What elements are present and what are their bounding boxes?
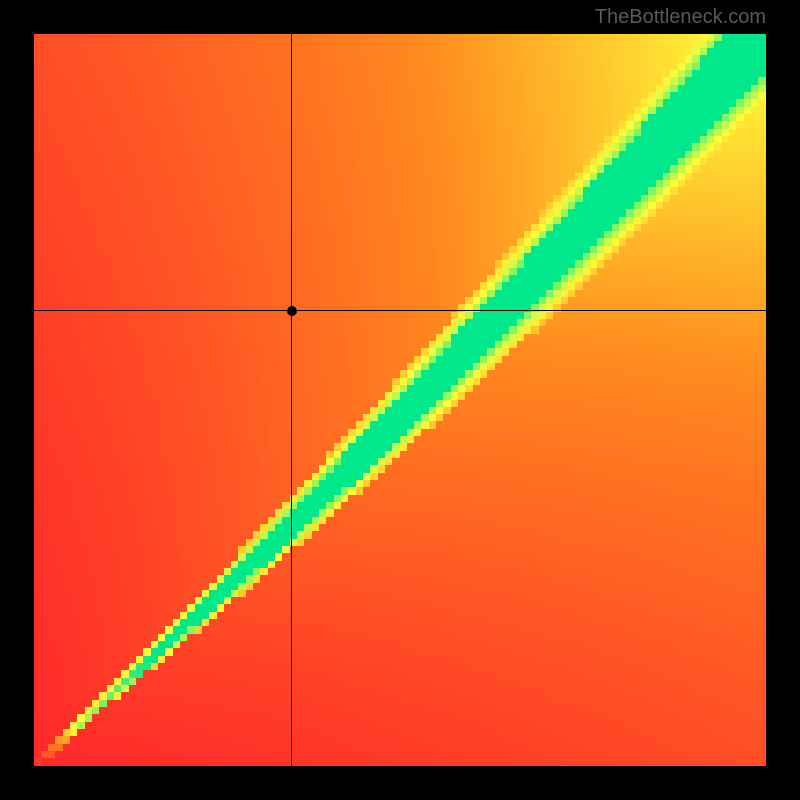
heatmap-canvas	[34, 34, 766, 766]
data-point-marker	[287, 306, 297, 316]
crosshair-horizontal	[34, 310, 766, 311]
crosshair-vertical	[291, 34, 292, 766]
plot-area	[34, 34, 766, 766]
chart-container: TheBottleneck.com	[0, 0, 800, 800]
watermark-text: TheBottleneck.com	[595, 6, 766, 29]
